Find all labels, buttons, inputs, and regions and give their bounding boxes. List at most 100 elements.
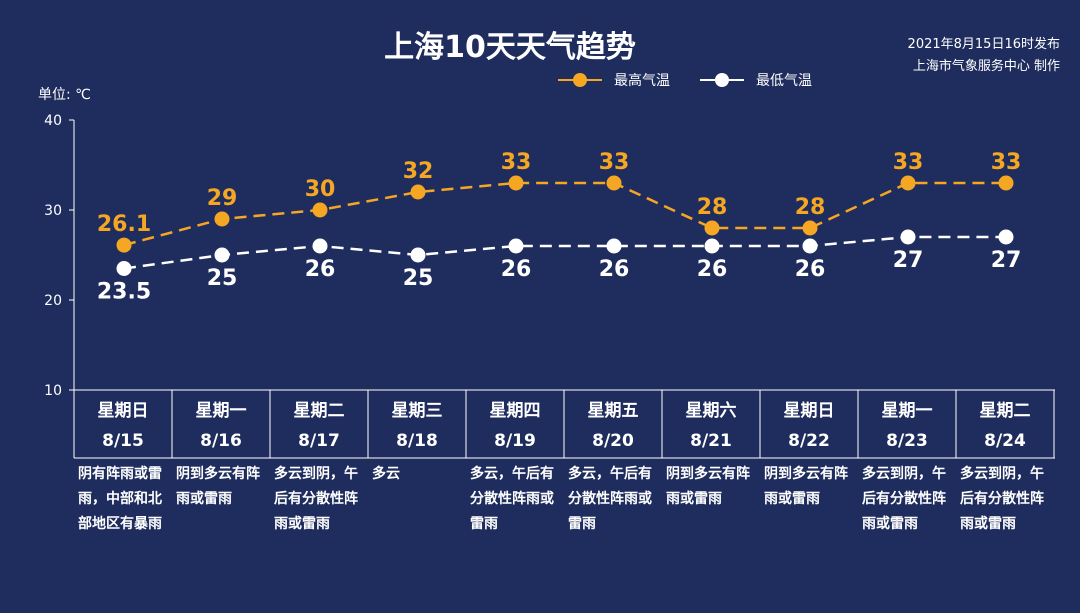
weather-description: 阴到多云有阵雨或雷雨: [764, 466, 848, 507]
low-temp-point: [704, 238, 720, 254]
low-temp-point: [802, 238, 818, 254]
high-temp-point: [704, 220, 720, 236]
day-header-cell: 星期日 8/22: [760, 390, 858, 458]
y-tick-label: 40: [44, 113, 62, 129]
weekday-label: 星期日: [97, 401, 149, 421]
high-temp-point: [802, 220, 818, 236]
high-temp-point: [116, 237, 132, 253]
day-header-cell: 星期二 8/24: [956, 390, 1054, 458]
weekday-label: 星期六: [685, 401, 737, 421]
weather-description: 阴到多云有阵雨或雷雨: [176, 466, 260, 507]
weekday-label: 星期五: [587, 401, 639, 421]
y-tick-label: 10: [44, 383, 62, 399]
high-temp-label: 30: [305, 177, 336, 202]
weekday-label: 星期一: [881, 401, 933, 421]
low-temp-label: 25: [207, 266, 238, 291]
weather-description: 多云到阴，午后有分散性阵雨或雷雨: [960, 466, 1044, 532]
weather-description: 多云，午后有分散性阵雨或雷雨: [568, 466, 652, 532]
day-header-cell: 星期三 8/18: [368, 390, 466, 458]
high-temp-point: [214, 211, 230, 227]
day-header-cell: 星期二 8/17: [270, 390, 368, 458]
low-temp-label: 26: [305, 257, 336, 282]
high-temp-label: 29: [207, 186, 238, 211]
low-temp-label: 26: [697, 257, 728, 282]
date-label: 8/22: [788, 431, 830, 451]
day-header-cell: 星期四 8/19: [466, 390, 564, 458]
series-lines: [123, 181, 1006, 270]
date-label: 8/21: [690, 431, 732, 451]
low-temp-label: 27: [893, 248, 924, 273]
axes: 10 20 30 40: [44, 113, 1055, 459]
date-label: 8/24: [984, 431, 1026, 451]
high-temp-point: [900, 175, 916, 191]
day-header-cell: 星期一 8/23: [858, 390, 956, 458]
weekday-label: 星期四: [489, 401, 541, 421]
high-temp-label: 33: [599, 150, 630, 175]
high-temp-point: [410, 184, 426, 200]
high-temp-line: [123, 181, 1006, 247]
weather-description: 多云到阴，午后有分散性阵雨或雷雨: [274, 466, 358, 532]
legend-item-high: 最高气温: [558, 70, 670, 90]
publish-info: 2021年8月15日16时发布 上海市气象服务中心 制作: [908, 34, 1060, 78]
date-label: 8/17: [298, 431, 340, 451]
high-temp-point: [998, 175, 1014, 191]
chart-title: 上海10天天气趋势: [384, 30, 636, 65]
low-temp-point: [606, 238, 622, 254]
weather-description: 多云，午后有分散性阵雨或雷雨: [470, 466, 554, 532]
high-temp-label: 26.1: [97, 212, 151, 237]
high-temp-point: [508, 175, 524, 191]
high-temp-label: 33: [501, 150, 532, 175]
date-label: 8/20: [592, 431, 634, 451]
weather-description: 多云: [372, 466, 400, 482]
legend-label-high: 最高气温: [614, 73, 670, 89]
legend-marker-high: [558, 70, 602, 90]
low-temp-point: [508, 238, 524, 254]
date-label: 8/15: [102, 431, 144, 451]
low-temp-point: [410, 247, 426, 263]
date-label: 8/23: [886, 431, 928, 451]
y-tick-label: 20: [44, 293, 62, 309]
legend-label-low: 最低气温: [756, 73, 812, 89]
weekday-label: 星期一: [195, 401, 247, 421]
publish-date: 2021年8月15日16时发布: [907, 37, 1060, 52]
low-temp-label: 25: [403, 266, 434, 291]
high-temp-point: [606, 175, 622, 191]
low-temp-label: 26: [795, 257, 826, 282]
weekday-label: 星期二: [979, 401, 1031, 421]
legend-marker-low: [700, 70, 744, 90]
weekday-label: 星期三: [391, 401, 443, 421]
low-temp-label: 27: [991, 248, 1022, 273]
low-temp-point: [214, 247, 230, 263]
legend: 最高气温 最低气温: [558, 70, 842, 90]
low-temp-point: [998, 229, 1014, 245]
weather-description: 阴到多云有阵雨或雷雨: [666, 466, 750, 507]
day-header-cell: 星期日 8/15: [74, 390, 172, 458]
series-points: [116, 175, 1014, 276]
producer-credit: 上海市气象服务中心 制作: [912, 59, 1060, 74]
low-temp-label: 23.5: [97, 280, 151, 305]
legend-item-low: 最低气温: [700, 70, 812, 90]
date-label: 8/16: [200, 431, 242, 451]
series-labels: 26.1 29 30 32 33 33 28 28 33 33 23.5 25 26 25 26 26 26 26…: [97, 150, 1021, 305]
unit-label: 单位: ℃: [38, 87, 91, 103]
high-temp-label: 28: [795, 195, 826, 220]
date-label: 8/18: [396, 431, 438, 451]
low-temp-point: [312, 238, 328, 254]
weekday-label: 星期日: [783, 401, 835, 421]
high-temp-label: 28: [697, 195, 728, 220]
day-header-cell: 星期一 8/16: [172, 390, 270, 458]
date-label: 8/19: [494, 431, 536, 451]
low-temp-line: [123, 235, 1006, 270]
high-temp-label: 32: [403, 159, 434, 184]
high-temp-label: 33: [893, 150, 924, 175]
low-temp-point: [116, 261, 132, 276]
day-header-cell: 星期六 8/21: [662, 390, 760, 458]
weather-description: 多云到阴，午后有分散性阵雨或雷雨: [862, 466, 946, 532]
weekday-label: 星期二: [293, 401, 345, 421]
low-temp-label: 26: [599, 257, 630, 282]
high-temp-point: [312, 202, 328, 218]
y-tick-label: 30: [44, 203, 62, 219]
weather-description: 阴有阵雨或雷雨，中部和北部地区有暴雨: [78, 466, 162, 532]
low-temp-point: [900, 229, 916, 245]
